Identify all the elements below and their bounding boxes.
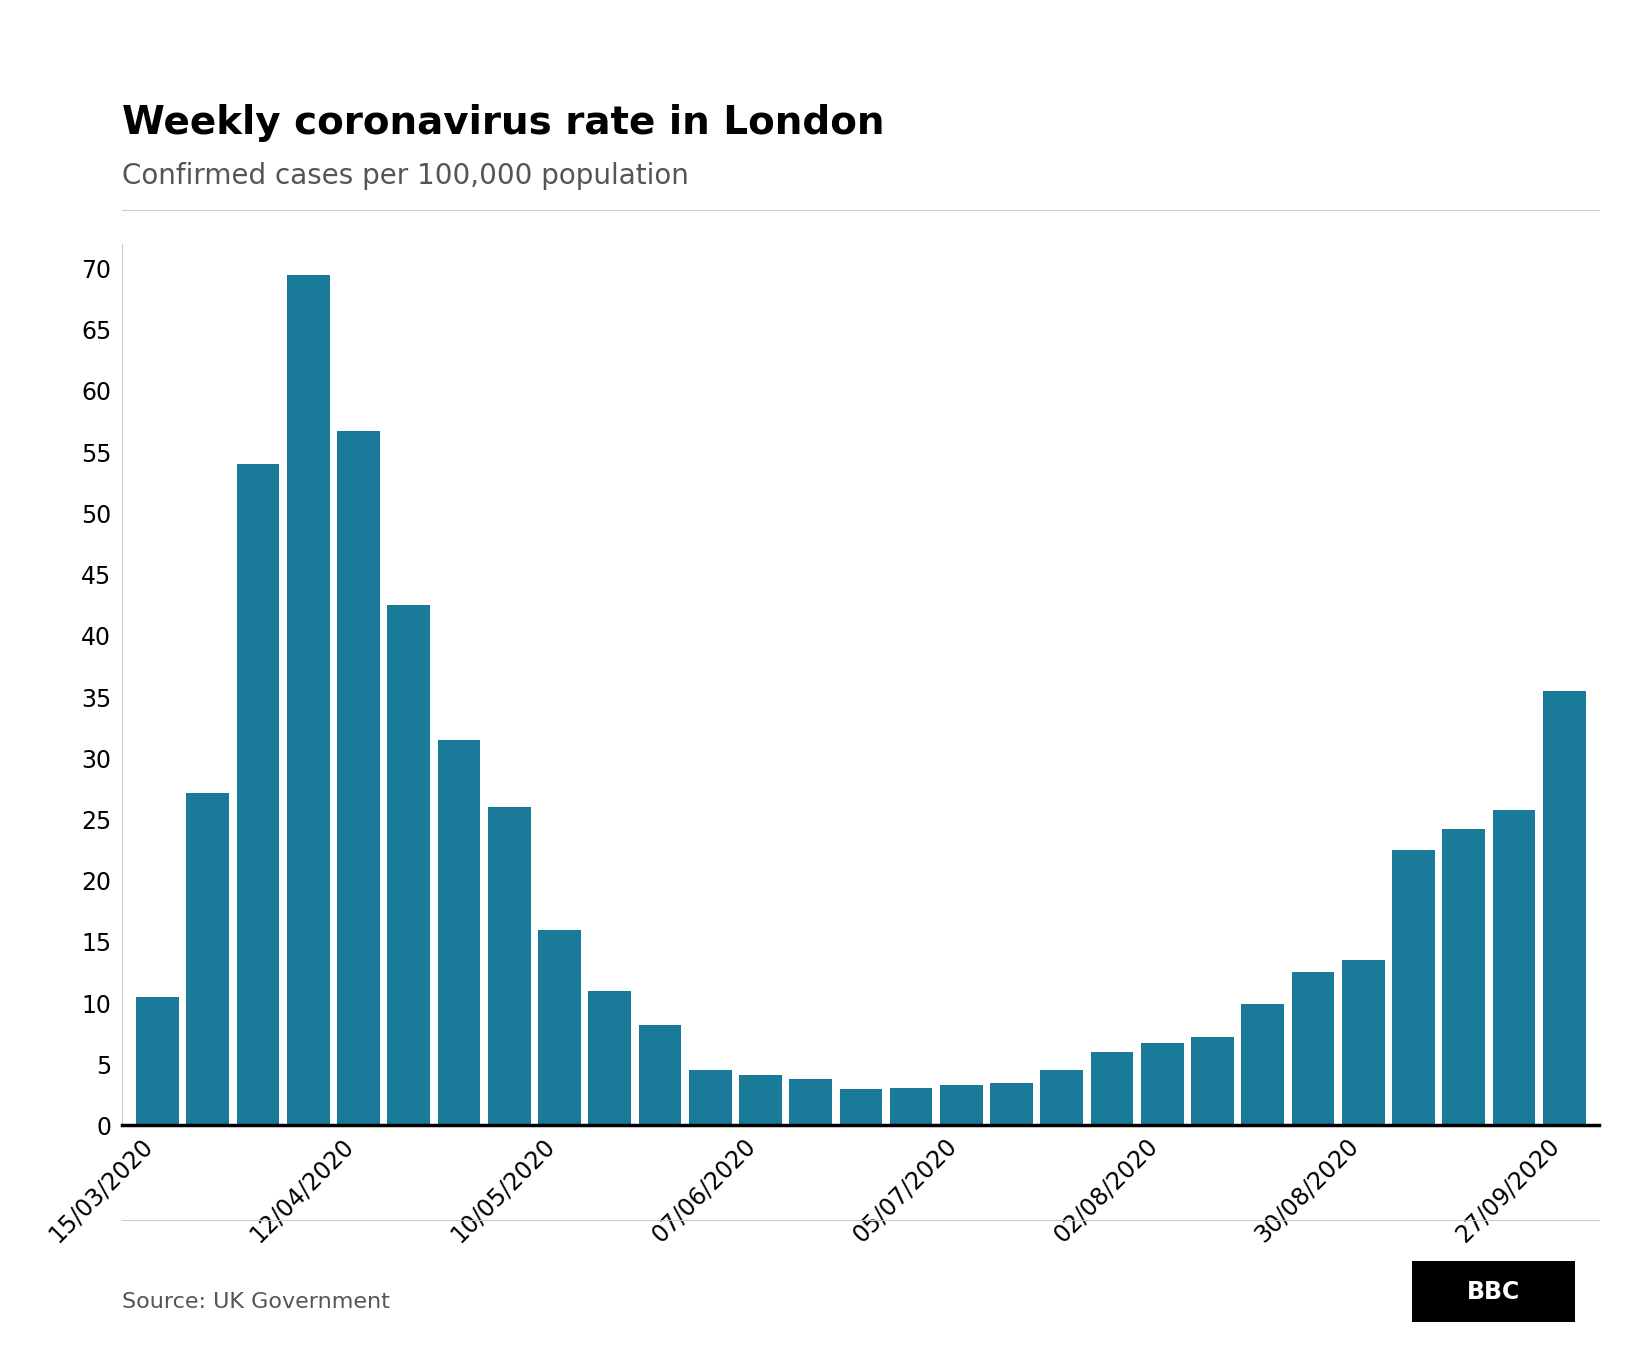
Bar: [1041, 1070, 1084, 1125]
Bar: [1191, 1037, 1234, 1125]
Bar: [1242, 1005, 1284, 1125]
Bar: [790, 1079, 832, 1125]
Bar: [1141, 1044, 1183, 1125]
Bar: [739, 1075, 782, 1125]
Bar: [689, 1070, 731, 1125]
Bar: [1392, 850, 1435, 1125]
Bar: [1443, 830, 1485, 1125]
Bar: [488, 807, 530, 1125]
Bar: [889, 1088, 932, 1125]
Bar: [589, 991, 632, 1125]
Bar: [839, 1089, 883, 1125]
Bar: [1090, 1052, 1133, 1125]
Bar: [1342, 960, 1384, 1125]
Bar: [338, 431, 380, 1125]
Bar: [1291, 972, 1335, 1125]
Bar: [539, 930, 581, 1125]
Bar: [940, 1085, 982, 1125]
Bar: [287, 275, 330, 1125]
Bar: [638, 1025, 681, 1125]
Bar: [387, 605, 431, 1125]
Bar: [437, 740, 480, 1125]
Bar: [1493, 810, 1536, 1125]
Text: Weekly coronavirus rate in London: Weekly coronavirus rate in London: [122, 104, 885, 142]
Text: Source: UK Government: Source: UK Government: [122, 1292, 390, 1311]
Bar: [135, 997, 180, 1125]
Bar: [186, 792, 228, 1125]
Text: BBC: BBC: [1467, 1280, 1519, 1303]
Bar: [237, 464, 279, 1125]
Text: Confirmed cases per 100,000 population: Confirmed cases per 100,000 population: [122, 161, 689, 190]
Bar: [991, 1082, 1033, 1125]
Bar: [1542, 692, 1586, 1125]
